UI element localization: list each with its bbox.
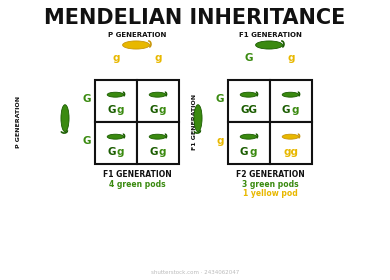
Ellipse shape bbox=[107, 92, 124, 97]
Text: shutterstock.com · 2434062047: shutterstock.com · 2434062047 bbox=[151, 270, 239, 275]
Text: F1 GENERATION: F1 GENERATION bbox=[239, 32, 301, 38]
Text: G: G bbox=[216, 94, 224, 104]
Text: F1 GENERATION: F1 GENERATION bbox=[193, 94, 197, 150]
Text: 4 green pods: 4 green pods bbox=[109, 179, 165, 188]
Ellipse shape bbox=[149, 134, 166, 139]
Ellipse shape bbox=[240, 92, 257, 97]
Text: G: G bbox=[149, 147, 158, 157]
Bar bbox=[95, 122, 137, 164]
Text: g: g bbox=[158, 147, 166, 157]
Text: F2 GENERATION: F2 GENERATION bbox=[236, 169, 304, 179]
Ellipse shape bbox=[149, 92, 166, 97]
Text: G: G bbox=[83, 94, 91, 104]
Text: g: g bbox=[287, 53, 295, 63]
Bar bbox=[137, 80, 179, 122]
Ellipse shape bbox=[122, 41, 150, 49]
Text: G: G bbox=[107, 147, 115, 157]
Text: P GENERATION: P GENERATION bbox=[108, 32, 166, 38]
Text: g: g bbox=[154, 53, 162, 63]
Text: F1 GENERATION: F1 GENERATION bbox=[103, 169, 171, 179]
Ellipse shape bbox=[282, 92, 299, 97]
Bar bbox=[228, 80, 270, 122]
Text: G: G bbox=[107, 105, 115, 115]
Text: g: g bbox=[158, 105, 166, 115]
Ellipse shape bbox=[194, 105, 202, 132]
Text: G: G bbox=[83, 136, 91, 146]
Text: 3 green pods: 3 green pods bbox=[242, 179, 298, 188]
Text: MENDELIAN INHERITANCE: MENDELIAN INHERITANCE bbox=[44, 8, 346, 28]
Text: g: g bbox=[291, 105, 299, 115]
Text: G: G bbox=[245, 53, 253, 63]
Text: g: g bbox=[117, 105, 124, 115]
Text: g: g bbox=[250, 147, 257, 157]
Text: P GENERATION: P GENERATION bbox=[16, 96, 21, 148]
Ellipse shape bbox=[282, 134, 299, 139]
Bar bbox=[228, 122, 270, 164]
Ellipse shape bbox=[61, 105, 69, 132]
Ellipse shape bbox=[240, 134, 257, 139]
Bar bbox=[95, 80, 137, 122]
Bar bbox=[270, 122, 312, 164]
Text: G: G bbox=[282, 105, 291, 115]
Text: g: g bbox=[216, 136, 224, 146]
Text: GG: GG bbox=[241, 105, 257, 115]
Text: G: G bbox=[240, 147, 248, 157]
Text: gg: gg bbox=[284, 147, 298, 157]
Text: g: g bbox=[117, 147, 124, 157]
Bar bbox=[137, 122, 179, 164]
Text: G: G bbox=[149, 105, 158, 115]
Ellipse shape bbox=[107, 134, 124, 139]
Ellipse shape bbox=[255, 41, 283, 49]
Bar bbox=[270, 80, 312, 122]
Text: 1 yellow pod: 1 yellow pod bbox=[243, 190, 297, 199]
Text: g: g bbox=[112, 53, 120, 63]
